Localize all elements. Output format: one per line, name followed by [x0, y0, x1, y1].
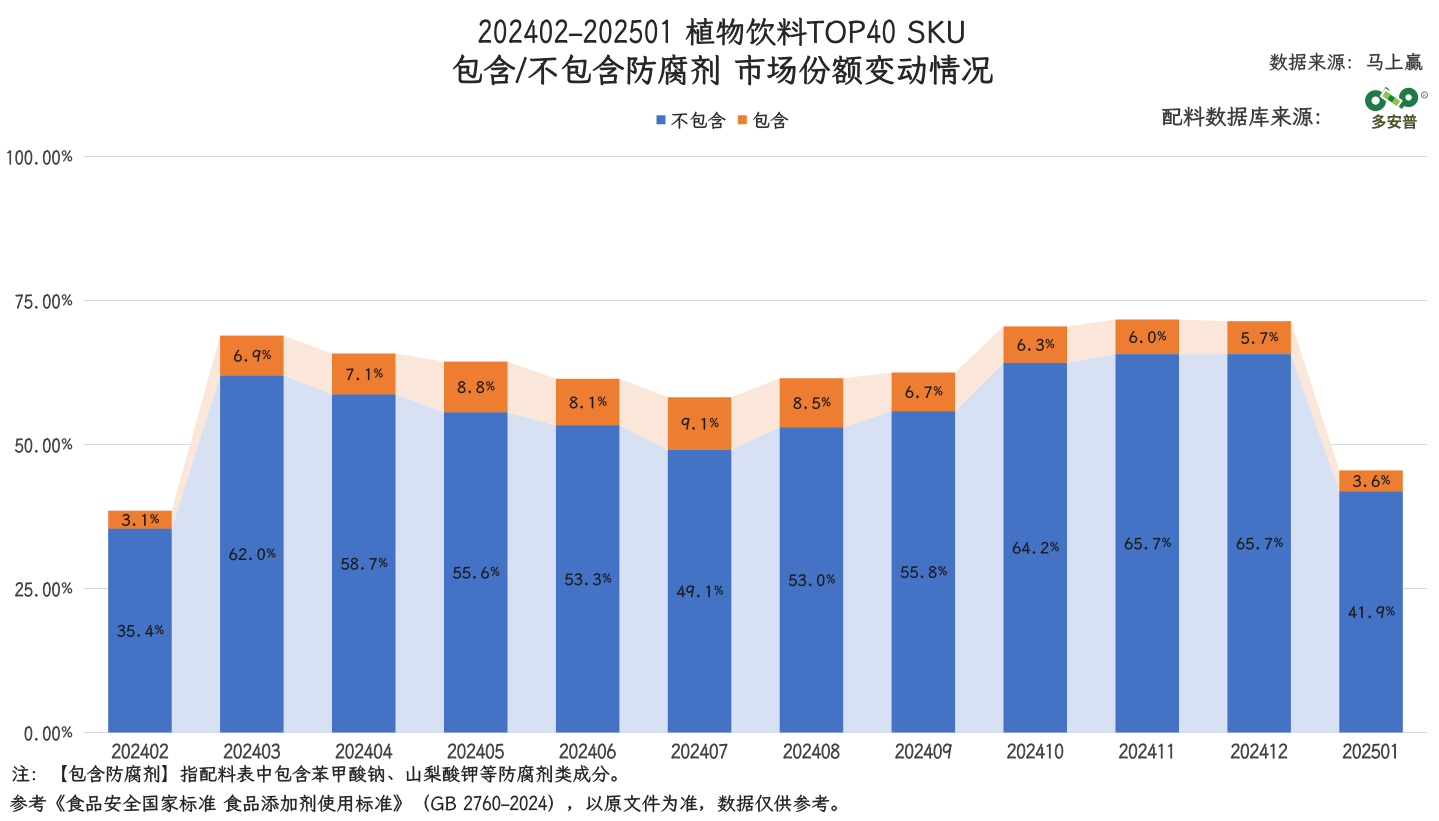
svg-text:R: R — [1423, 93, 1426, 98]
